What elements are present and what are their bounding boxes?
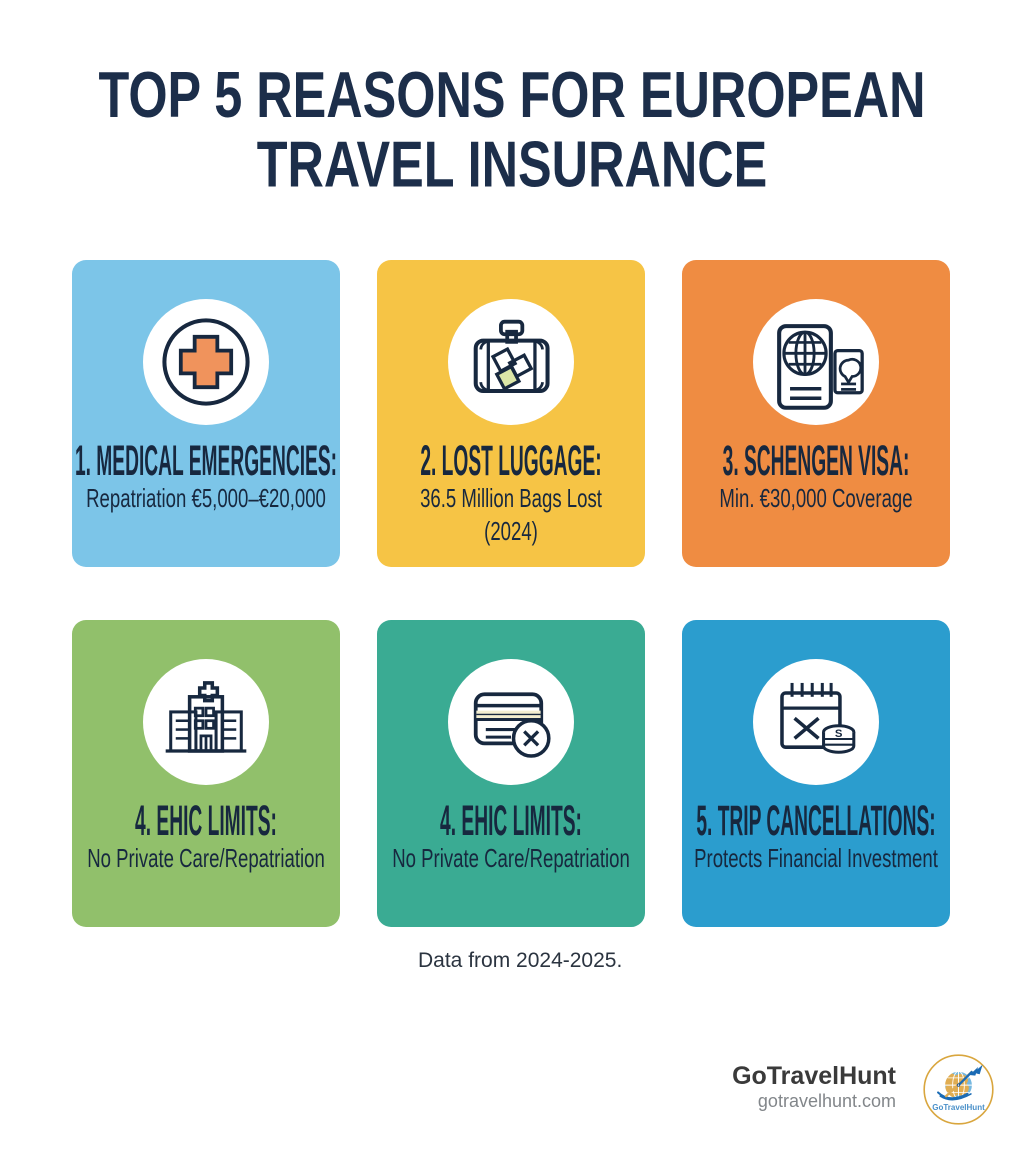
svg-text:GoTravelHunt: GoTravelHunt xyxy=(932,1103,985,1112)
svg-text:S: S xyxy=(835,728,843,740)
